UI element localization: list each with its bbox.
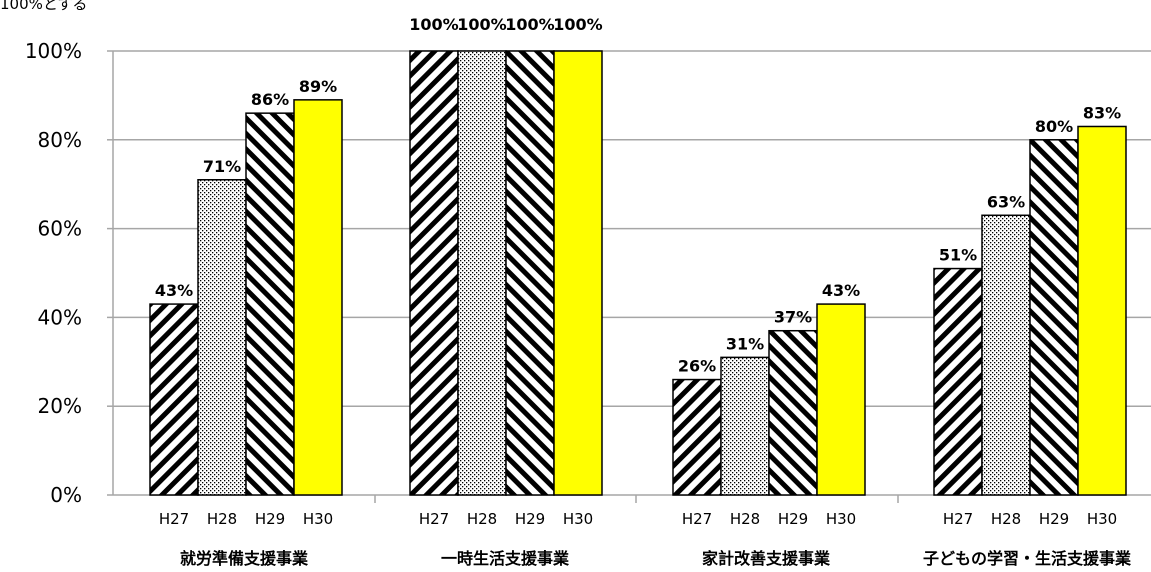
bar-h30 (293, 99, 343, 496)
x-tick-label: H29 (255, 510, 285, 528)
data-label: 71% (203, 157, 241, 176)
y-tick-label: 80% (38, 128, 82, 152)
x-tick-label: H30 (1087, 510, 1117, 528)
y-tick-label: 40% (38, 305, 82, 329)
bar-h29 (505, 50, 555, 496)
bar-h27 (409, 50, 459, 496)
data-label: 83% (1083, 103, 1121, 122)
data-label: 63% (987, 192, 1025, 211)
category-label: 子どもの学習・生活支援事業 (923, 549, 1132, 568)
x-tick-label: H27 (943, 510, 973, 528)
bars (149, 50, 1127, 496)
x-tick-label: H29 (778, 510, 808, 528)
data-label: 37% (774, 308, 812, 327)
y-tick-label: 100% (25, 39, 82, 63)
x-tick-label: H30 (563, 510, 593, 528)
x-tick-label: H30 (826, 510, 856, 528)
category-label: 一時生活支援事業 (441, 549, 570, 568)
bar-h30 (816, 303, 866, 496)
data-label: 89% (299, 77, 337, 96)
data-label: 26% (678, 357, 716, 376)
data-label: 100% (553, 15, 602, 34)
bar-h27 (149, 303, 199, 496)
data-label: 43% (155, 281, 193, 300)
bar-h28 (981, 214, 1031, 496)
data-label: 100% (409, 15, 458, 34)
y-tick-label: 60% (38, 217, 82, 241)
y-tick-label: 20% (38, 394, 82, 418)
data-label: 80% (1035, 117, 1073, 136)
category-label: 家計改善支援事業 (702, 549, 831, 568)
bar-h28 (197, 179, 247, 496)
bar-h29 (768, 329, 818, 496)
bar-h27 (933, 267, 983, 496)
x-tick-label: H27 (419, 510, 449, 528)
bar-h29 (1029, 139, 1079, 496)
data-label: 31% (726, 334, 764, 353)
data-label: 51% (939, 246, 977, 265)
data-label: 43% (822, 281, 860, 300)
x-tick-label: H27 (682, 510, 712, 528)
x-tick-label: H28 (467, 510, 497, 528)
labels: 43% H27 71% H28 86% H29 89% H30 就労準備支援事業 100% H27 1… (155, 15, 1132, 568)
bar-h28 (720, 356, 770, 496)
y-tick-label: 0% (50, 483, 82, 507)
category-label: 就労準備支援事業 (180, 549, 309, 568)
bar-h28 (457, 50, 507, 496)
data-label: 100% (505, 15, 554, 34)
data-label: 86% (251, 90, 289, 109)
x-tick-label: H27 (159, 510, 189, 528)
x-tick-label: H29 (515, 510, 545, 528)
chart-note: 100%とする (0, 0, 87, 13)
x-tick-label: H29 (1039, 510, 1069, 528)
x-tick-label: H30 (303, 510, 333, 528)
bar-h27 (672, 378, 722, 496)
bar-h30 (1077, 125, 1127, 496)
x-tick-label: H28 (730, 510, 760, 528)
x-tick-label: H28 (991, 510, 1021, 528)
data-label: 100% (457, 15, 506, 34)
x-tick-label: H28 (207, 510, 237, 528)
bar-h29 (245, 112, 295, 496)
bar-h30 (553, 50, 603, 496)
